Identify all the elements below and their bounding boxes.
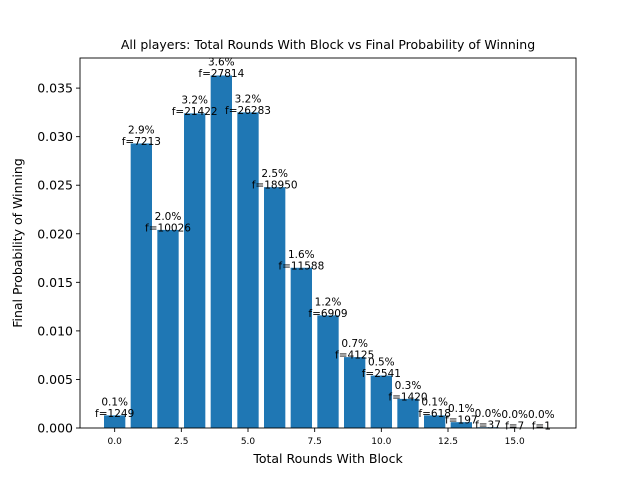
x-tick-label: 0.0	[108, 437, 123, 447]
x-axis-label: Total Rounds With Block	[252, 451, 403, 466]
bar-frequency-label: f=1420	[388, 391, 427, 403]
bar-percent-label: 2.9%	[128, 124, 155, 136]
y-tick-label: 0.020	[37, 226, 73, 241]
bar-frequency-label: f=4125	[335, 350, 374, 362]
x-tick-label: 12.5	[438, 437, 458, 447]
y-axis-label: Final Probability of Winning	[10, 158, 25, 328]
bar	[157, 229, 179, 428]
bar	[290, 267, 312, 428]
bar-percent-label: 0.1%	[101, 396, 128, 408]
bar-percent-label: 0.1%	[448, 403, 475, 415]
bar-frequency-label: f=11588	[278, 260, 324, 272]
x-tick-label: 15.0	[505, 437, 525, 447]
bar	[104, 415, 126, 428]
bar-percent-label: 0.0%	[475, 408, 502, 420]
bar-percent-label: 1.6%	[288, 249, 315, 261]
bar	[450, 422, 472, 428]
bar-percent-label: 3.2%	[235, 93, 262, 105]
y-tick-label: 0.000	[37, 421, 73, 436]
bar-percent-label: 3.6%	[208, 56, 235, 68]
bar-frequency-label: f=6909	[308, 308, 347, 320]
bar	[397, 398, 419, 428]
x-tick-label: 2.5	[174, 437, 188, 447]
y-tick-label: 0.035	[37, 81, 73, 96]
x-tick-label: 7.5	[308, 437, 322, 447]
x-axis: 0.0 2.5 5.0 7.5 10.0 12.5 15.0	[108, 428, 525, 447]
y-tick-label: 0.025	[37, 178, 73, 193]
bar	[130, 143, 152, 428]
y-axis: 0.000 0.005 0.010 0.015 0.020 0.025 0.030 0.035	[37, 81, 80, 436]
bar-frequency-label: f=1	[532, 420, 551, 432]
plot-frame	[79, 57, 577, 429]
bar-frequency-label: f=21422	[172, 106, 218, 118]
y-tick-label: 0.015	[37, 275, 73, 290]
bar-frequency-label: f=2541	[362, 368, 401, 380]
bar	[424, 415, 446, 428]
bar-frequency-label: f=37	[475, 420, 501, 432]
bar-frequency-label: f=197	[445, 415, 478, 427]
bar-labels-group: 0.1%f=12492.9%f=72132.0%f=100263.2%f=214…	[95, 56, 555, 432]
bar-percent-label: 2.5%	[261, 168, 288, 180]
bar-frequency-label: f=618	[418, 408, 451, 420]
bar	[317, 315, 339, 428]
bar	[184, 113, 206, 428]
x-tick-label: 5.0	[241, 437, 256, 447]
bar	[264, 187, 286, 428]
y-tick-label: 0.005	[37, 372, 73, 387]
bar-percent-label: 0.5%	[368, 357, 395, 369]
x-tick-label: 10.0	[371, 437, 391, 447]
bar-frequency-label: f=7213	[122, 136, 161, 148]
bar-percent-label: 0.7%	[341, 338, 368, 350]
bar	[237, 112, 259, 428]
bars-group	[104, 75, 552, 428]
bar-frequency-label: f=7	[505, 420, 524, 432]
bar-frequency-label: f=27814	[198, 68, 244, 80]
bar-frequency-label: f=10026	[145, 222, 191, 234]
bar	[370, 375, 392, 428]
bar-percent-label: 0.3%	[395, 380, 422, 392]
bar-frequency-label: f=26283	[225, 105, 271, 117]
y-tick-label: 0.010	[37, 323, 73, 338]
bar-percent-label: 3.2%	[181, 94, 208, 106]
bar-frequency-label: f=1249	[95, 408, 134, 420]
y-tick-label: 0.030	[37, 129, 73, 144]
bar-percent-label: 1.2%	[315, 296, 342, 308]
bar-percent-label: 0.0%	[528, 409, 555, 421]
bar-percent-label: 0.1%	[421, 396, 448, 408]
bar	[210, 75, 232, 428]
chart-title: All players: Total Rounds With Block vs …	[121, 37, 535, 52]
bar	[344, 357, 366, 428]
bar-percent-label: 2.0%	[155, 211, 182, 223]
bar-percent-label: 0.0%	[501, 409, 528, 421]
bar-frequency-label: f=18950	[252, 180, 298, 192]
